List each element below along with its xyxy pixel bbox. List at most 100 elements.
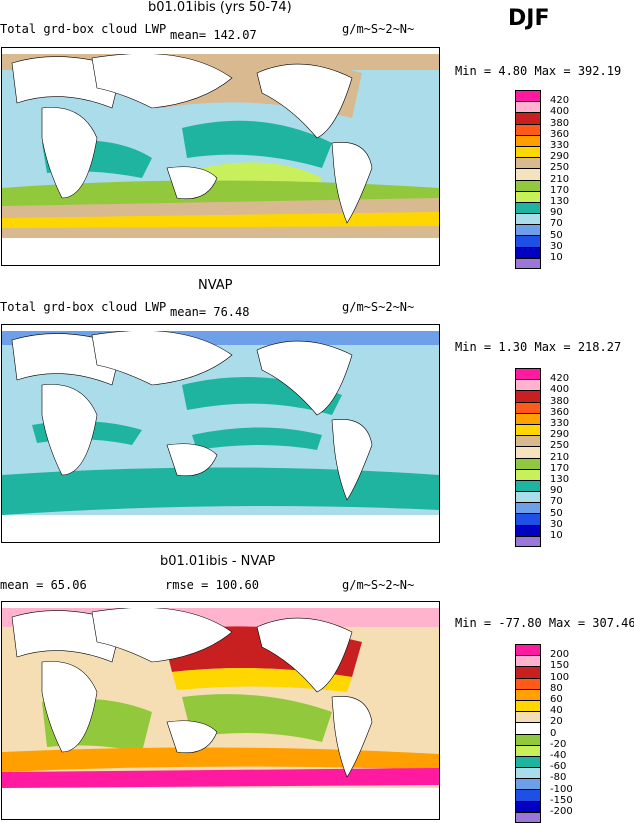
colorbar-label: 250 bbox=[550, 162, 570, 174]
panel-1-map bbox=[1, 47, 440, 266]
panel-2-map bbox=[1, 324, 440, 543]
panel-2-mean: mean= 76.48 bbox=[170, 305, 250, 319]
colorbar-swatch bbox=[515, 224, 541, 236]
colorbar-label: 420 bbox=[550, 95, 570, 107]
colorbar-swatch bbox=[515, 90, 541, 102]
colorbar-label: 200 bbox=[550, 649, 570, 661]
colorbar-swatch bbox=[515, 666, 541, 678]
colorbar-label: 380 bbox=[550, 117, 570, 129]
panel-1-mean: mean= 142.07 bbox=[170, 28, 257, 42]
colorbar-swatch bbox=[515, 435, 541, 447]
panel-3-colorbar-swatches bbox=[515, 644, 541, 823]
colorbar-label: 210 bbox=[550, 173, 570, 185]
panel-1-minmax: Min = 4.80 Max = 392.19 bbox=[455, 64, 622, 78]
colorbar-swatch bbox=[515, 644, 541, 656]
panel-2-variable: Total grd-box cloud LWP bbox=[0, 300, 167, 314]
colorbar-label: 90 bbox=[550, 485, 563, 497]
colorbar-label: 30 bbox=[550, 240, 563, 252]
colorbar-swatch bbox=[515, 457, 541, 469]
colorbar-swatch bbox=[515, 368, 541, 380]
colorbar-swatch bbox=[515, 491, 541, 503]
panel-2-colorbar-swatches bbox=[515, 368, 541, 547]
colorbar-label: 210 bbox=[550, 451, 570, 463]
panel-1-colorbar-swatches bbox=[515, 90, 541, 269]
colorbar-swatch bbox=[515, 257, 541, 269]
colorbar-swatch bbox=[515, 789, 541, 801]
colorbar-label: -200 bbox=[550, 806, 573, 817]
colorbar-swatch bbox=[515, 722, 541, 734]
colorbar-swatch bbox=[515, 699, 541, 712]
colorbar-swatch bbox=[515, 711, 541, 723]
colorbar-label: 420 bbox=[550, 373, 570, 385]
colorbar-label: 10 bbox=[550, 530, 563, 541]
colorbar-swatch bbox=[515, 524, 541, 536]
panel-1-title: b01.01ibis (yrs 50-74) bbox=[148, 0, 292, 15]
colorbar-label: -20 bbox=[550, 738, 567, 750]
colorbar-swatch bbox=[515, 190, 541, 202]
colorbar-swatch bbox=[515, 513, 541, 525]
panel-2-units: g/m~S~2~N~ bbox=[342, 300, 415, 314]
colorbar-label: 100 bbox=[550, 671, 570, 683]
panel-3-units: g/m~S~2~N~ bbox=[342, 578, 415, 592]
season-label: DJF bbox=[508, 6, 550, 31]
colorbar-swatch bbox=[515, 446, 541, 458]
colorbar-label: 80 bbox=[550, 682, 563, 694]
colorbar-swatch bbox=[515, 733, 541, 745]
colorbar-label: -60 bbox=[550, 761, 567, 773]
colorbar-label: 70 bbox=[550, 218, 563, 230]
colorbar-swatch bbox=[515, 468, 541, 480]
colorbar-swatch bbox=[515, 800, 541, 812]
colorbar-label: 380 bbox=[550, 395, 570, 407]
colorbar-swatch bbox=[515, 213, 541, 225]
colorbar-swatch bbox=[515, 502, 541, 514]
colorbar-label: 60 bbox=[550, 694, 563, 705]
colorbar-label: 400 bbox=[550, 384, 570, 396]
panel-2-minmax: Min = 1.30 Max = 218.27 bbox=[455, 340, 622, 354]
colorbar-label: 330 bbox=[550, 140, 570, 151]
colorbar-label: 0 bbox=[550, 727, 557, 739]
colorbar-swatch bbox=[515, 101, 541, 113]
colorbar-label: 400 bbox=[550, 106, 570, 118]
colorbar-swatch bbox=[515, 677, 541, 689]
panel-3-map bbox=[1, 601, 440, 820]
colorbar-swatch bbox=[515, 778, 541, 790]
colorbar-swatch bbox=[515, 401, 541, 413]
colorbar-swatch bbox=[515, 744, 541, 756]
colorbar-swatch bbox=[515, 112, 541, 124]
colorbar-swatch bbox=[515, 201, 541, 214]
panel-1-colorbar: 420 400 380 360 330 290 250 210 170 130 90 70 50 30 10 bbox=[515, 90, 569, 269]
colorbar-swatch bbox=[515, 379, 541, 391]
colorbar-swatch bbox=[515, 755, 541, 768]
colorbar-label: 40 bbox=[550, 705, 563, 717]
colorbar-swatch bbox=[515, 479, 541, 492]
colorbar-swatch bbox=[515, 412, 541, 424]
colorbar-swatch bbox=[515, 145, 541, 158]
panel-3-minmax: Min = -77.80 Max = 307.46 bbox=[455, 616, 634, 630]
colorbar-swatch bbox=[515, 811, 541, 823]
colorbar-swatch bbox=[515, 168, 541, 180]
colorbar-label: 290 bbox=[550, 429, 570, 441]
colorbar-swatch bbox=[515, 246, 541, 258]
colorbar-label: -100 bbox=[550, 783, 573, 795]
colorbar-label: 70 bbox=[550, 496, 563, 508]
colorbar-label: 130 bbox=[550, 474, 570, 485]
colorbar-swatch bbox=[515, 179, 541, 191]
colorbar-label: 50 bbox=[550, 229, 563, 241]
panel-3-colorbar: 200 150 100 80 60 40 20 0 -20 -40 -60 -80 -100 -150 -2… bbox=[515, 644, 573, 823]
colorbar-label: 290 bbox=[550, 151, 570, 163]
colorbar-label: 330 bbox=[550, 418, 570, 429]
panel-1-units: g/m~S~2~N~ bbox=[342, 22, 415, 36]
colorbar-label: -150 bbox=[550, 794, 573, 806]
colorbar-label: -40 bbox=[550, 750, 567, 761]
panel-2-title: NVAP bbox=[198, 278, 233, 293]
panel-1-variable: Total grd-box cloud LWP bbox=[0, 22, 167, 36]
colorbar-label: 360 bbox=[550, 406, 570, 418]
colorbar-label: 170 bbox=[550, 184, 570, 196]
colorbar-label: 150 bbox=[550, 660, 570, 672]
panel-3-rmse: rmse = 100.60 bbox=[165, 578, 259, 592]
colorbar-label: 170 bbox=[550, 462, 570, 474]
colorbar-label: 250 bbox=[550, 440, 570, 452]
colorbar-swatch bbox=[515, 157, 541, 169]
colorbar-label: 360 bbox=[550, 128, 570, 140]
colorbar-swatch bbox=[515, 535, 541, 547]
